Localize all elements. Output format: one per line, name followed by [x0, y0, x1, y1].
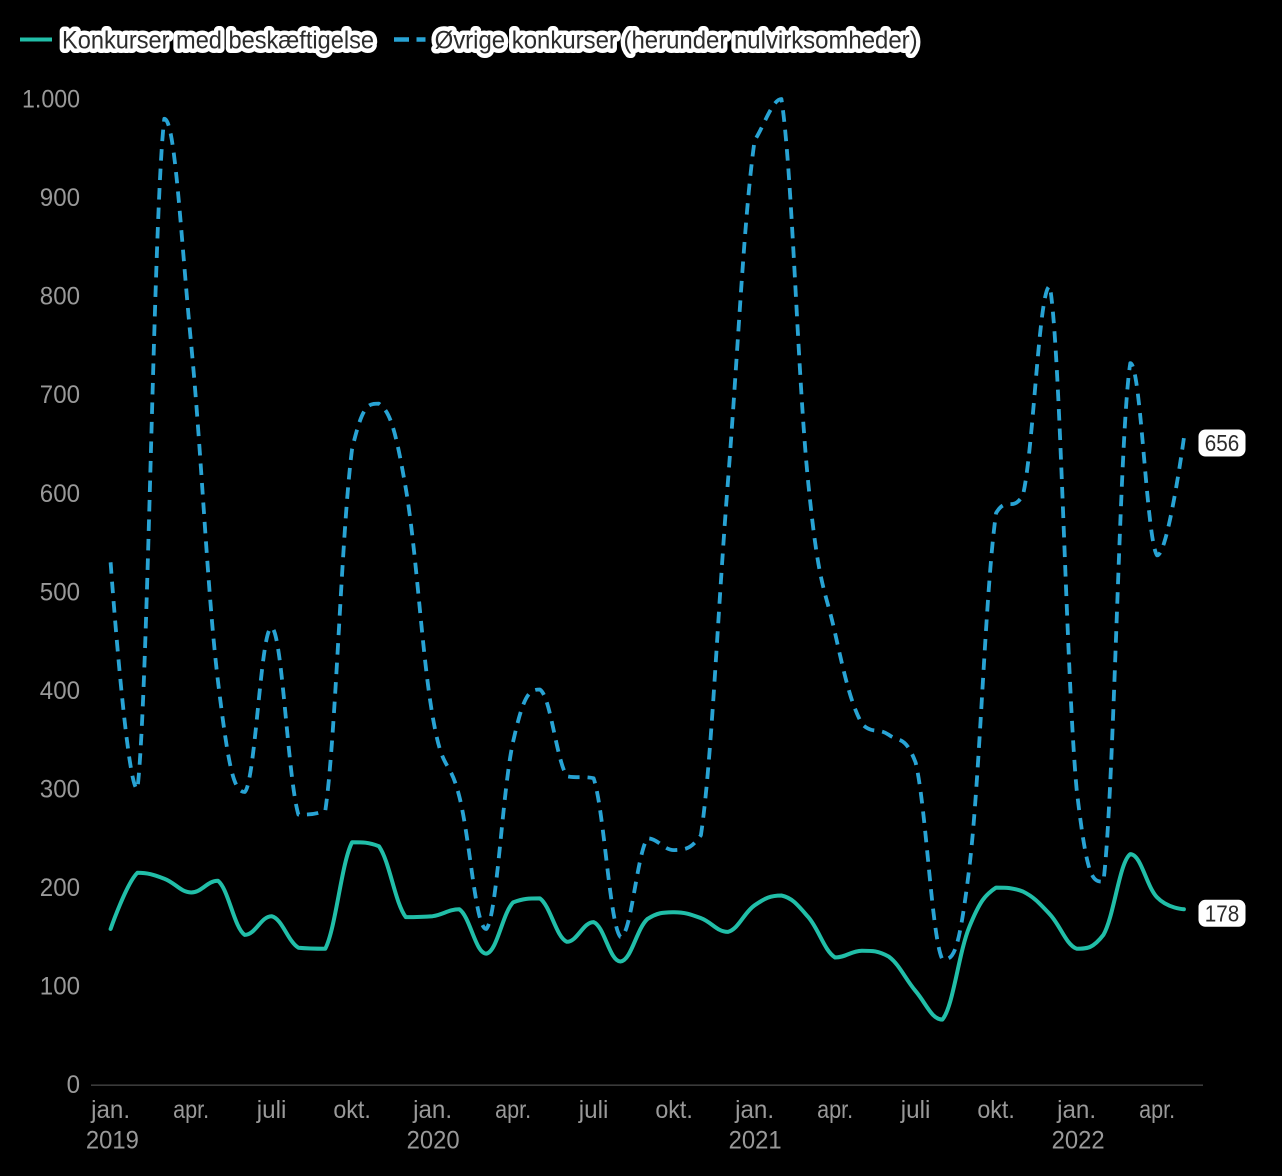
svg-text:600: 600 — [40, 480, 80, 508]
svg-text:100: 100 — [40, 973, 80, 1001]
svg-text:apr.: apr. — [817, 1096, 853, 1124]
svg-text:700: 700 — [40, 381, 80, 409]
svg-text:jan.: jan. — [90, 1096, 130, 1124]
svg-text:178: 178 — [1205, 900, 1240, 926]
svg-text:1.000: 1.000 — [22, 86, 80, 114]
svg-text:656: 656 — [1205, 430, 1240, 456]
svg-text:2020: 2020 — [407, 1127, 460, 1155]
svg-text:apr.: apr. — [1139, 1096, 1175, 1124]
svg-text:2021: 2021 — [729, 1127, 782, 1155]
svg-text:800: 800 — [40, 283, 80, 311]
svg-text:jan.: jan. — [734, 1096, 774, 1124]
svg-text:200: 200 — [40, 874, 80, 902]
svg-text:juli: juli — [578, 1096, 609, 1124]
svg-text:jan.: jan. — [1056, 1096, 1096, 1124]
svg-text:2019: 2019 — [86, 1127, 139, 1155]
svg-text:juli: juli — [256, 1096, 287, 1124]
svg-text:jan.: jan. — [412, 1096, 452, 1124]
svg-text:900: 900 — [40, 184, 80, 212]
svg-text:0: 0 — [67, 1071, 80, 1099]
svg-text:apr.: apr. — [495, 1096, 531, 1124]
svg-text:juli: juli — [900, 1096, 931, 1124]
svg-text:okt.: okt. — [655, 1096, 693, 1124]
svg-text:apr.: apr. — [173, 1096, 209, 1124]
svg-text:okt.: okt. — [977, 1096, 1015, 1124]
svg-text:400: 400 — [40, 677, 80, 705]
svg-text:2022: 2022 — [1052, 1127, 1105, 1155]
svg-text:300: 300 — [40, 776, 80, 804]
svg-text:500: 500 — [40, 578, 80, 606]
svg-text:okt.: okt. — [333, 1096, 371, 1124]
svg-text:Konkurser med beskæftigelse: Konkurser med beskæftigelse — [62, 27, 374, 55]
svg-text:Øvrige konkurser (herunder nul: Øvrige konkurser (herunder nulvirksomhed… — [435, 27, 918, 55]
